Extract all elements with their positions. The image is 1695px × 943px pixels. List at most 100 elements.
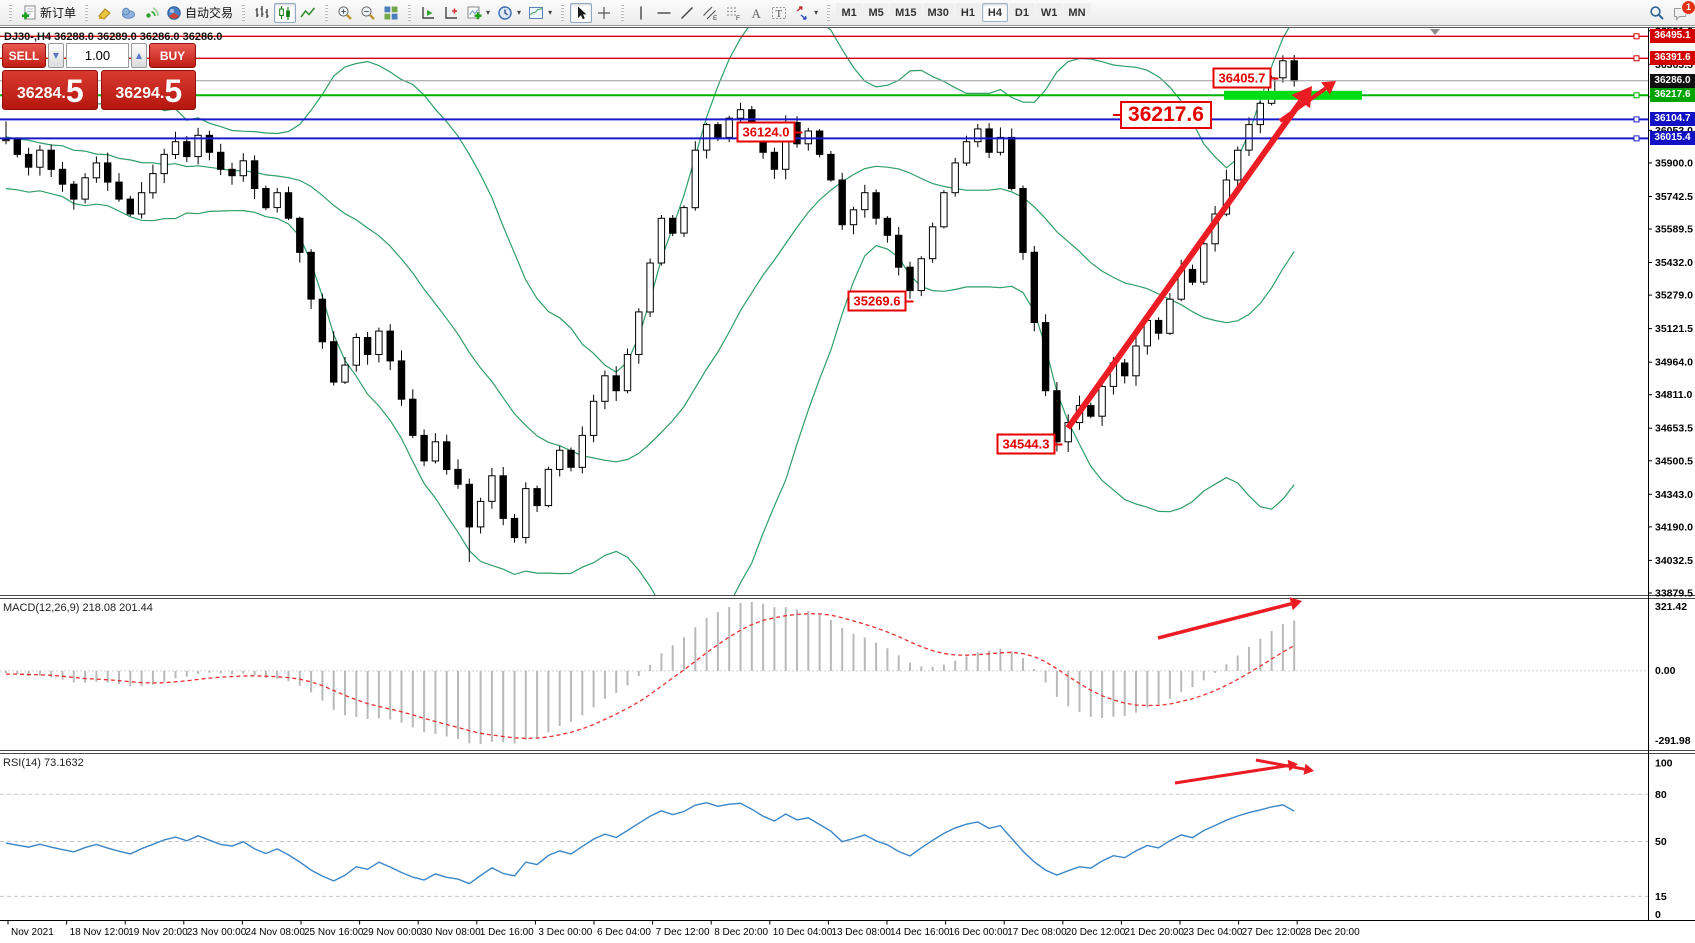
crosshair-button[interactable] <box>593 3 615 23</box>
text-button[interactable]: A <box>745 3 767 23</box>
timeframe-m5[interactable]: M5 <box>863 3 890 22</box>
equidistant-channel-icon: E <box>703 6 718 21</box>
zoom-in-button[interactable] <box>334 3 356 23</box>
periods-button[interactable]: ▾ <box>494 3 524 23</box>
tile-windows-button[interactable] <box>380 3 402 23</box>
toolbar-grip[interactable] <box>406 3 414 22</box>
timeframe-d1[interactable]: D1 <box>1008 3 1035 22</box>
new-order-label: 新订单 <box>40 6 77 20</box>
chart-shift-button[interactable] <box>440 3 462 23</box>
candle-chart-button[interactable] <box>274 2 297 23</box>
zoom-out-button[interactable] <box>357 3 379 23</box>
chart-window[interactable]: 36521.036363.536210.536053.035900.035742… <box>0 26 1695 943</box>
text-label-button[interactable]: T <box>768 3 790 23</box>
timeframe-h4[interactable]: H4 <box>981 3 1008 22</box>
arrows-button[interactable]: ▾ <box>791 3 821 23</box>
svg-text:-291.98: -291.98 <box>1655 735 1691 747</box>
sell-price-display[interactable]: 36284. 5 <box>2 70 98 110</box>
auto-scroll-button[interactable] <box>417 3 439 23</box>
price-annotation[interactable]: 35269.6 <box>847 290 914 312</box>
toolbar-grip[interactable] <box>240 3 248 22</box>
price-annotation[interactable]: 34544.3 <box>996 433 1063 455</box>
volume-input[interactable] <box>66 43 129 68</box>
templates-icon <box>529 6 544 19</box>
new-order-icon <box>22 5 36 19</box>
autotrade-button[interactable]: 自动交易 <box>163 3 236 23</box>
svg-text:3 Dec 00:00: 3 Dec 00:00 <box>538 927 592 938</box>
arrows-icon <box>796 5 807 20</box>
rsi-label: RSI(14) 73.1632 <box>3 757 84 769</box>
svg-text:34343.0: 34343.0 <box>1655 489 1693 501</box>
price-annotation[interactable]: 36217.6 <box>1113 101 1212 129</box>
toolbar-grip[interactable] <box>7 3 14 22</box>
svg-text:35279.0: 35279.0 <box>1655 290 1693 302</box>
fibonacci-button[interactable]: F <box>722 3 744 23</box>
svg-text:6 Dec 04:00: 6 Dec 04:00 <box>597 927 651 938</box>
signal-button[interactable] <box>140 3 162 23</box>
toolbar-grip[interactable] <box>323 3 331 22</box>
svg-text:28 Dec 20:00: 28 Dec 20:00 <box>1300 927 1360 938</box>
chart-canvas: 36521.036363.536210.536053.035900.035742… <box>0 26 1695 938</box>
price-badge: 36217.6 <box>1650 88 1695 103</box>
one-click-trading-panel: SELL ▼ ▲ BUY 36284.5 36294.5 <box>2 43 196 110</box>
highlighter-icon <box>98 7 111 20</box>
equidistant-channel-button[interactable]: E <box>699 3 721 23</box>
highlighter-button[interactable] <box>94 3 116 23</box>
macd-label: MACD(12,26,9) 218.08 201.44 <box>3 602 153 614</box>
svg-text:50: 50 <box>1655 836 1667 848</box>
svg-text:21 Dec 20:00: 21 Dec 20:00 <box>1124 927 1184 938</box>
timeframe-m1[interactable]: M1 <box>836 3 863 22</box>
timeframe-m30[interactable]: M30 <box>922 3 954 22</box>
crosshair-icon <box>598 6 611 19</box>
svg-text:15: 15 <box>1655 891 1667 903</box>
svg-text:16 Dec 00:00: 16 Dec 00:00 <box>949 927 1009 938</box>
timeframe-mn[interactable]: MN <box>1063 3 1091 22</box>
svg-text:25 Nov 16:00: 25 Nov 16:00 <box>304 927 364 938</box>
svg-text:34032.5: 34032.5 <box>1655 555 1693 567</box>
search-button[interactable] <box>1646 3 1668 23</box>
notification-badge: 1 <box>1681 0 1695 15</box>
line-chart-button[interactable] <box>297 3 319 23</box>
buy-button[interactable]: BUY <box>149 43 196 68</box>
vertical-line-button[interactable] <box>630 3 652 23</box>
svg-text:35589.5: 35589.5 <box>1655 224 1693 236</box>
price-badge: 36015.4 <box>1650 131 1695 146</box>
signal-icon <box>146 6 159 18</box>
sell-price-fraction: 5 <box>65 73 84 109</box>
price-annotation[interactable]: 36405.7 <box>1212 67 1279 89</box>
fibonacci-icon: F <box>727 7 740 21</box>
volume-decrease-button[interactable]: ▼ <box>48 43 64 68</box>
zoom-in-icon <box>338 5 352 20</box>
trendline-button[interactable] <box>676 3 698 23</box>
toolbar-grip[interactable] <box>619 3 627 22</box>
svg-text:24 Nov 08:00: 24 Nov 08:00 <box>245 927 305 938</box>
price-annotation[interactable]: 36124.0 <box>736 121 803 143</box>
bar-chart-button[interactable] <box>251 3 273 23</box>
add-indicator-button[interactable]: ▾ <box>463 3 493 23</box>
svg-text:17 Dec 08:00: 17 Dec 08:00 <box>1007 927 1067 938</box>
sell-price-main: 36284. <box>16 85 66 102</box>
volume-increase-button[interactable]: ▲ <box>131 43 147 68</box>
toolbar-grip[interactable] <box>559 3 567 22</box>
svg-text:34190.0: 34190.0 <box>1655 521 1693 533</box>
svg-text:20 Dec 12:00: 20 Dec 12:00 <box>1066 927 1126 938</box>
svg-text:100: 100 <box>1655 757 1673 769</box>
notifications-button[interactable]: 1 <box>1669 0 1695 23</box>
new-order-button[interactable]: 新订单 <box>18 3 79 23</box>
toolbar-grip[interactable] <box>825 3 833 22</box>
timeframe-m15[interactable]: M15 <box>890 3 922 22</box>
price-badge: 36286.0 <box>1650 73 1695 88</box>
toolbar-grip[interactable] <box>83 3 91 22</box>
svg-text:E: E <box>713 15 718 21</box>
horizontal-line-button[interactable] <box>653 3 675 23</box>
cursor-button[interactable] <box>570 2 593 23</box>
price-badge: 36391.6 <box>1650 51 1695 66</box>
timeframe-w1[interactable]: W1 <box>1035 3 1063 22</box>
timeframe-h1[interactable]: H1 <box>954 3 981 22</box>
chart-shift-marker[interactable] <box>1430 29 1440 35</box>
svg-text:F: F <box>736 15 740 21</box>
templates-button[interactable]: ▾ <box>525 3 555 23</box>
buy-price-display[interactable]: 36294. 5 <box>100 70 196 110</box>
cloud-button[interactable] <box>117 3 139 23</box>
sell-button[interactable]: SELL <box>2 43 46 68</box>
